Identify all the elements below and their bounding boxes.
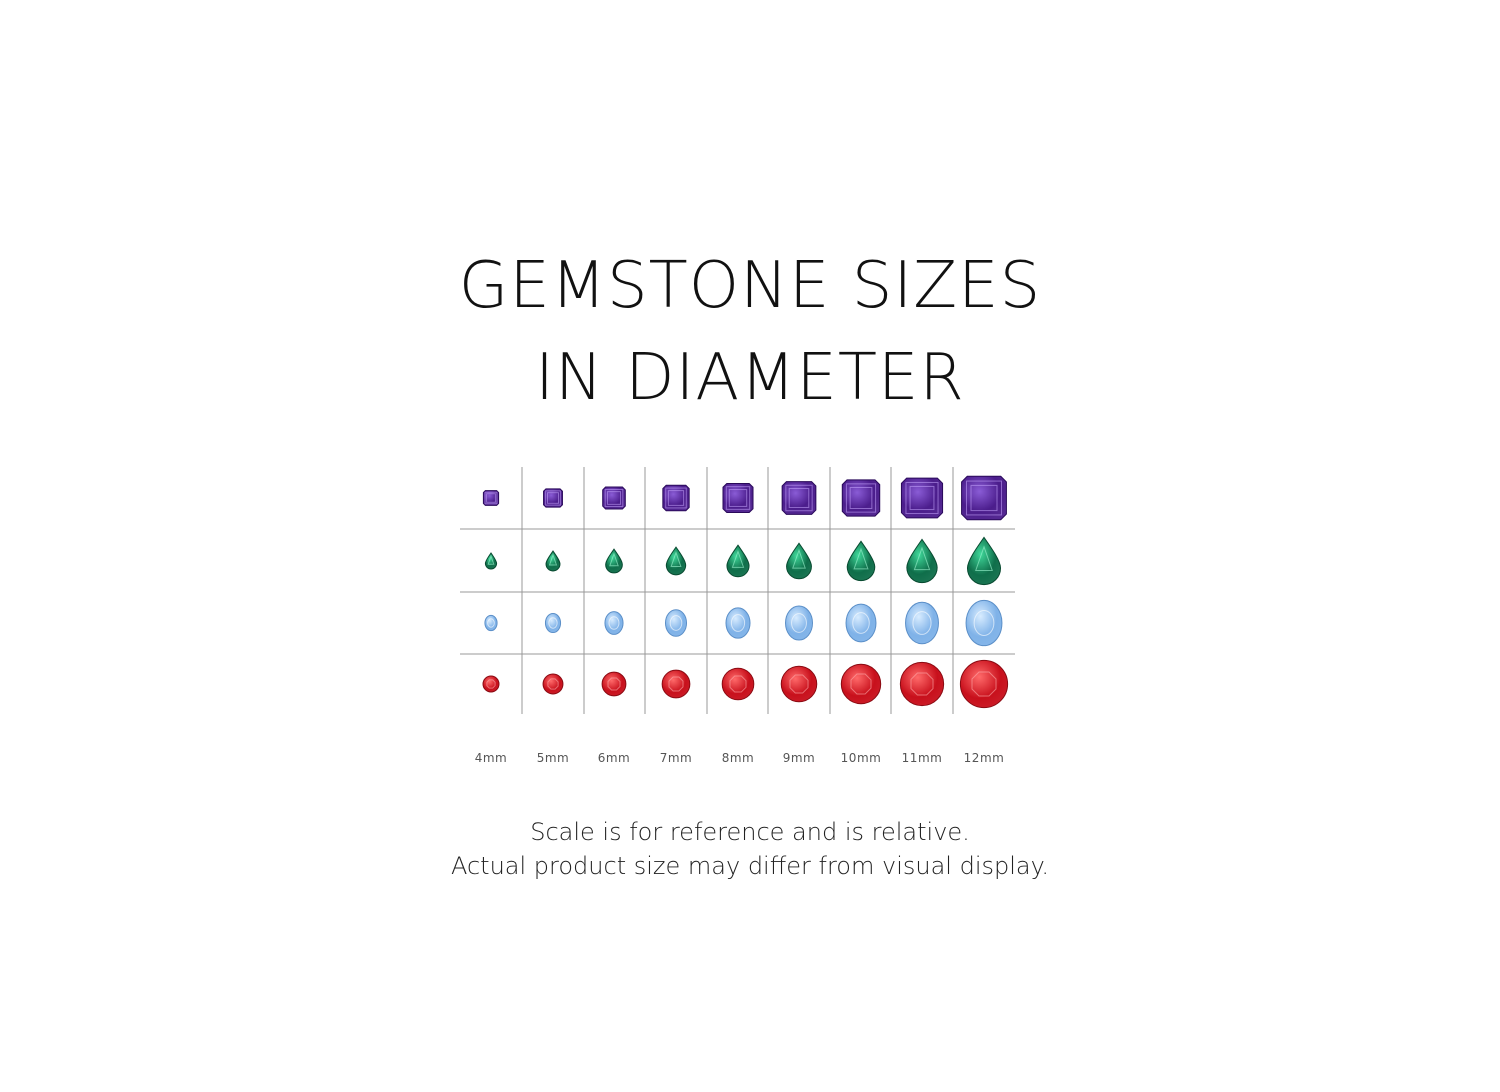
size-label-4mm: 4mm <box>475 751 508 765</box>
emerald-pear-gem <box>726 544 750 578</box>
scale-note-line-1: Scale is for reference and is relative. <box>530 818 970 846</box>
aquamarine-oval-gem <box>484 614 498 632</box>
ruby-round-gem <box>959 659 1009 709</box>
scale-note-line-2: Actual product size may differ from visu… <box>450 852 1050 880</box>
size-label-5mm: 5mm <box>537 751 570 765</box>
size-label-11mm: 11mm <box>902 751 943 765</box>
emerald-pear-gem <box>665 546 687 576</box>
amethyst-emerald-cut-gem <box>543 488 563 508</box>
ruby-round-gem <box>721 667 755 701</box>
aquamarine-oval-gem <box>664 609 688 637</box>
aquamarine-oval-gem <box>785 605 813 641</box>
emerald-pear-gem <box>786 542 812 580</box>
title-line-1: GEMSTONE SIZES <box>458 249 1042 323</box>
size-label-6mm: 6mm <box>598 751 631 765</box>
emerald-pear-gem <box>966 536 1002 586</box>
aquamarine-oval-gem <box>544 612 562 634</box>
aquamarine-oval-gem <box>604 611 624 635</box>
aquamarine-oval-gem <box>845 603 877 643</box>
amethyst-emerald-cut-gem <box>662 484 690 512</box>
size-label-9mm: 9mm <box>783 751 816 765</box>
size-label-12mm: 12mm <box>964 751 1005 765</box>
emerald-pear-gem <box>906 538 938 584</box>
size-label-8mm: 8mm <box>722 751 755 765</box>
emerald-pear-gem <box>545 550 561 572</box>
ruby-round-gem <box>780 665 818 703</box>
emerald-pear-gem <box>846 540 876 582</box>
amethyst-emerald-cut-gem <box>961 475 1007 521</box>
amethyst-emerald-cut-gem <box>900 477 944 519</box>
size-label-10mm: 10mm <box>841 751 882 765</box>
ruby-round-gem <box>661 669 691 699</box>
emerald-pear-gem <box>484 552 498 570</box>
title-line-2: IN DIAMETER <box>535 341 965 415</box>
amethyst-emerald-cut-gem <box>841 479 881 517</box>
ruby-round-gem <box>601 671 627 697</box>
ruby-round-gem <box>899 661 945 707</box>
amethyst-emerald-cut-gem <box>602 486 626 510</box>
amethyst-emerald-cut-gem <box>722 482 754 514</box>
aquamarine-oval-gem <box>965 599 1003 647</box>
amethyst-emerald-cut-gem <box>482 490 500 506</box>
ruby-round-gem <box>840 663 882 705</box>
aquamarine-oval-gem <box>725 607 751 639</box>
amethyst-emerald-cut-gem <box>781 481 817 515</box>
ruby-round-gem <box>542 673 564 695</box>
ruby-round-gem <box>482 675 500 693</box>
emerald-pear-gem <box>605 548 623 574</box>
size-label-7mm: 7mm <box>660 751 693 765</box>
aquamarine-oval-gem <box>905 601 939 645</box>
